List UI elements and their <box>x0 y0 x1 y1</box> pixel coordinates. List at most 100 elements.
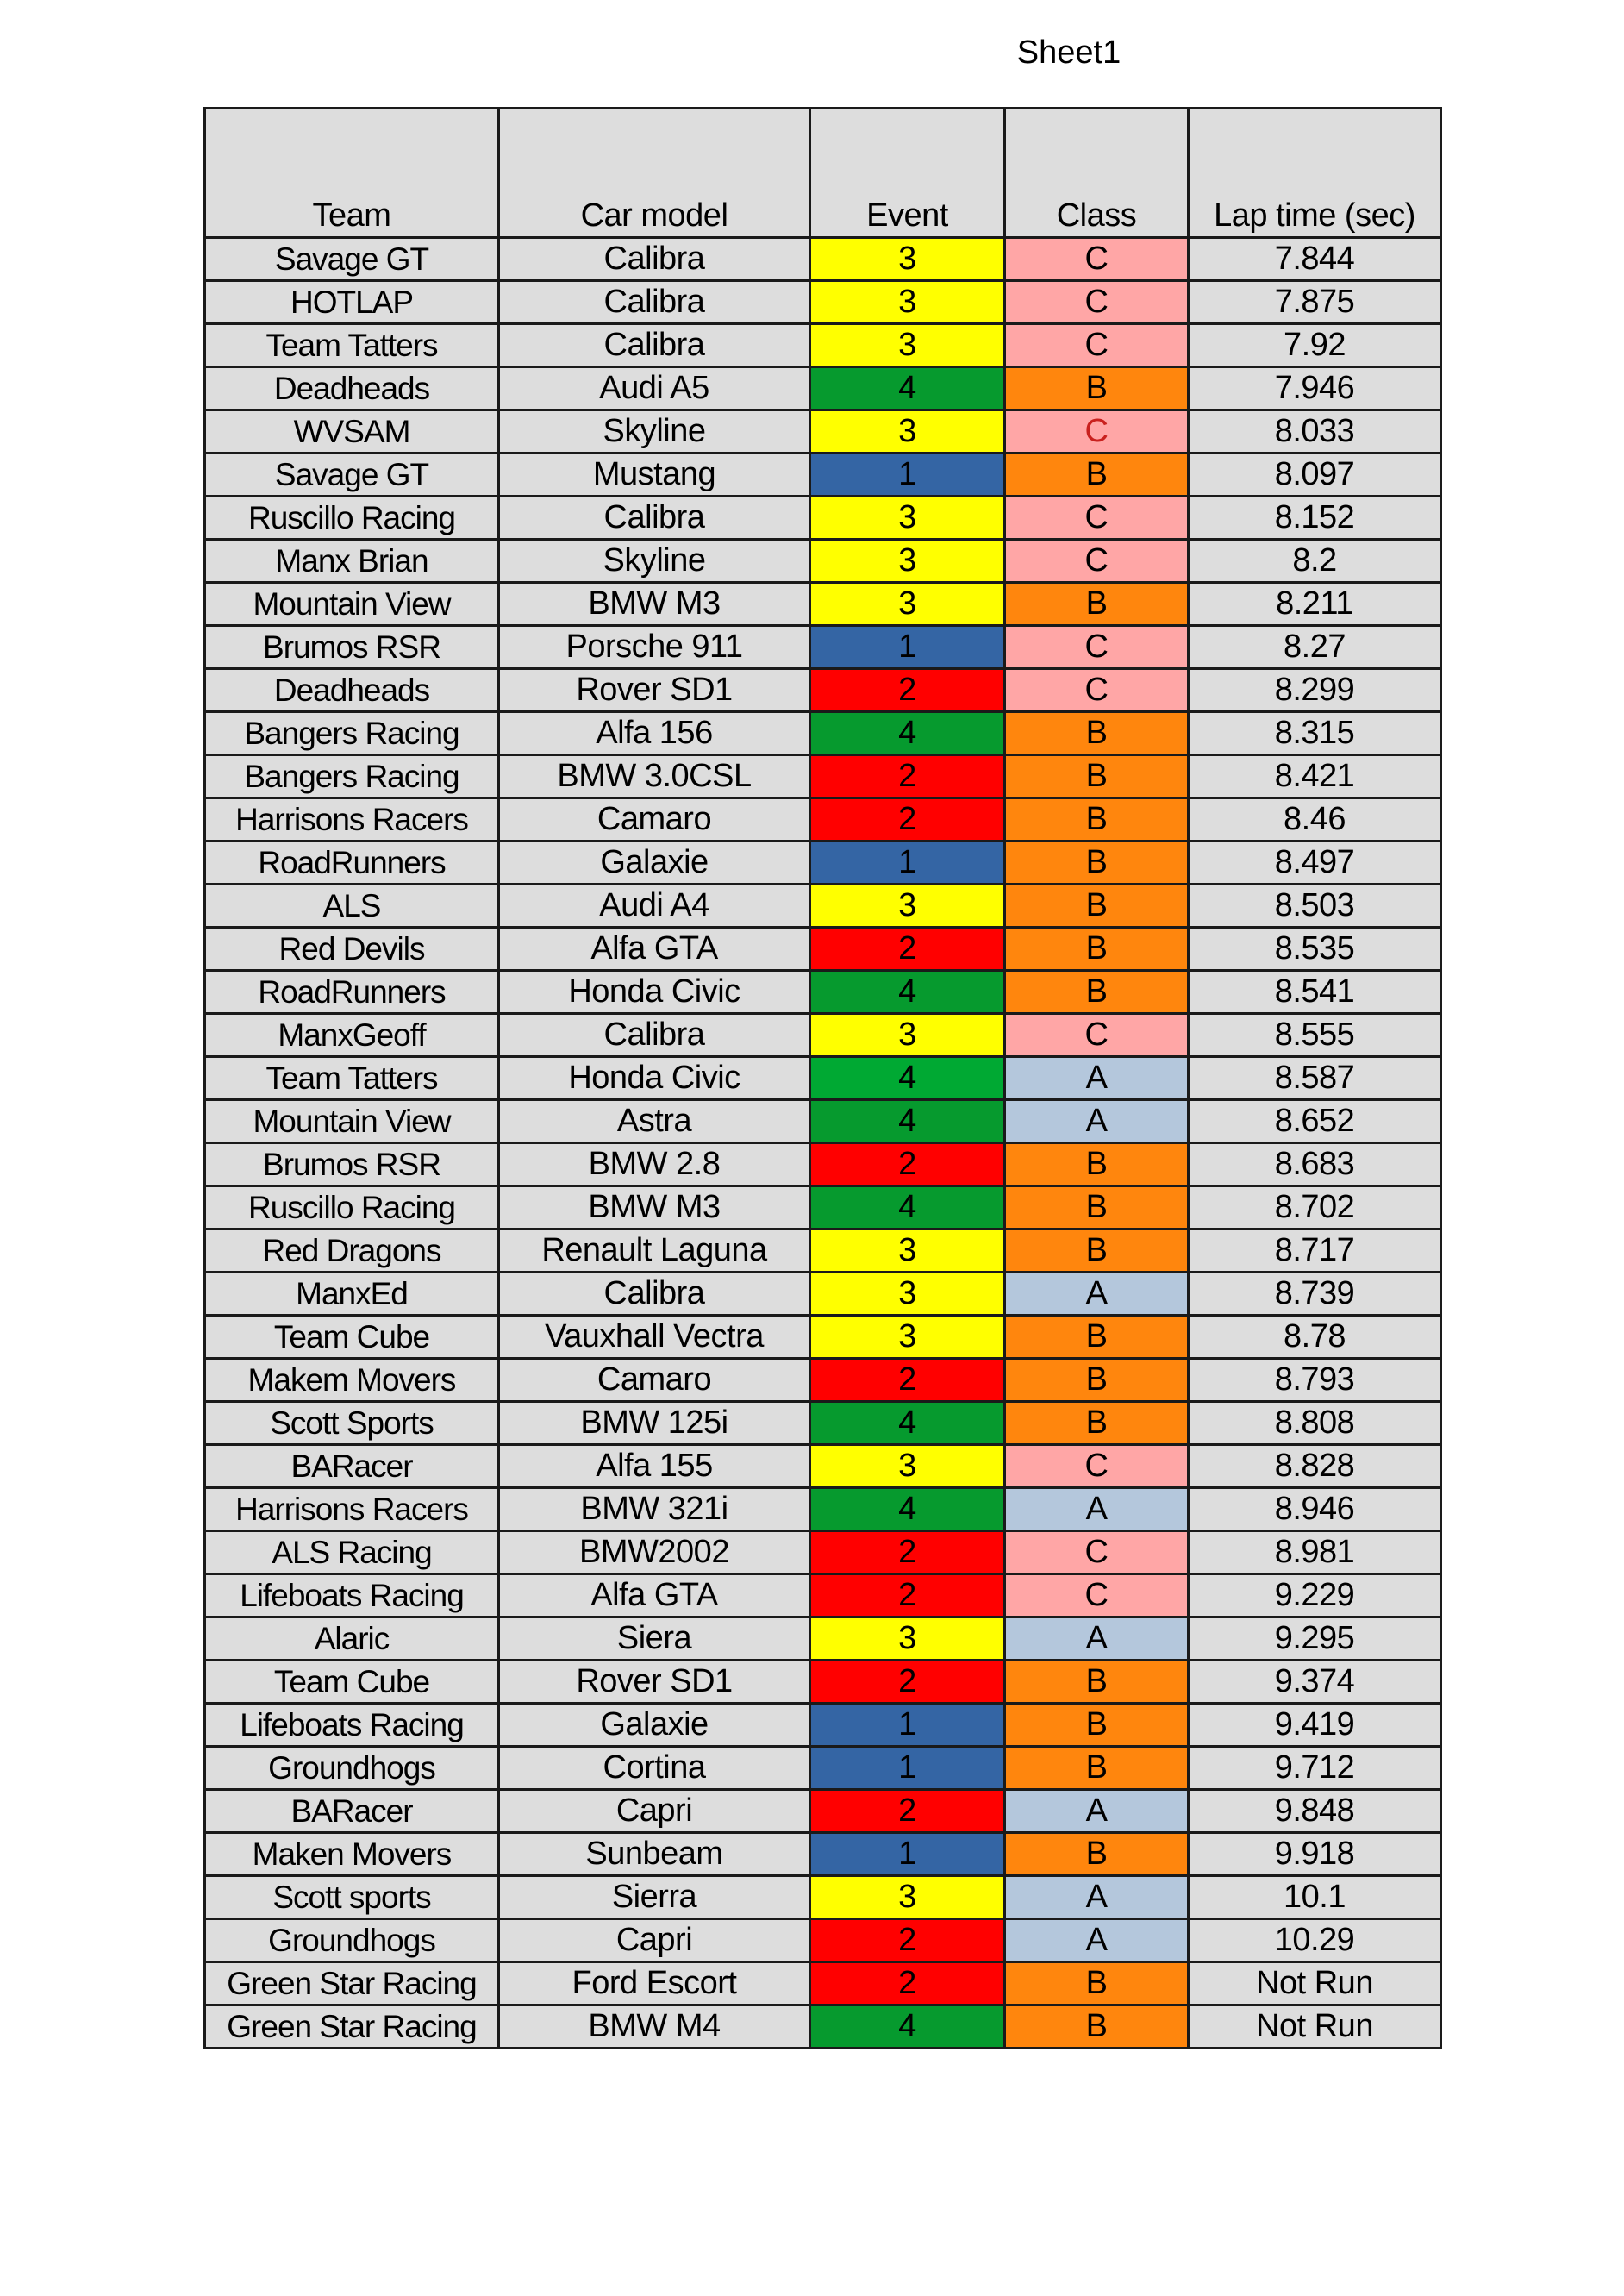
car-model-cell[interactable]: Rover SD1 <box>497 1659 811 1705</box>
car-model-cell[interactable]: Sunbeam <box>497 1831 811 1877</box>
class-cell[interactable]: C <box>1003 279 1190 325</box>
team-cell[interactable]: Bangers Racing <box>203 754 500 799</box>
lap-time-cell[interactable]: 8.299 <box>1187 667 1442 713</box>
lap-time-cell[interactable]: 8.683 <box>1187 1142 1442 1187</box>
team-cell[interactable]: Ruscillo Racing <box>203 495 500 541</box>
class-cell[interactable]: B <box>1003 1142 1190 1187</box>
lap-time-cell[interactable]: 9.712 <box>1187 1745 1442 1791</box>
lap-time-cell[interactable]: 10.1 <box>1187 1874 1442 1920</box>
class-cell[interactable]: B <box>1003 969 1190 1015</box>
team-cell[interactable]: BARacer <box>203 1443 500 1489</box>
car-model-cell[interactable]: Skyline <box>497 409 811 454</box>
car-model-cell[interactable]: BMW M3 <box>497 1185 811 1230</box>
car-model-cell[interactable]: Galaxie <box>497 1702 811 1748</box>
header-class[interactable]: Class <box>1003 107 1190 239</box>
car-model-cell[interactable]: Camaro <box>497 797 811 842</box>
event-cell[interactable]: 3 <box>809 1616 1006 1661</box>
car-model-cell[interactable]: BMW 321i <box>497 1486 811 1532</box>
class-cell[interactable]: C <box>1003 1530 1190 1575</box>
event-cell[interactable]: 2 <box>809 1788 1006 1834</box>
class-cell[interactable]: B <box>1003 710 1190 756</box>
car-model-cell[interactable]: Alfa 155 <box>497 1443 811 1489</box>
lap-time-cell[interactable]: 7.946 <box>1187 366 1442 411</box>
header-event[interactable]: Event <box>809 107 1006 239</box>
event-cell[interactable]: 2 <box>809 1659 1006 1705</box>
lap-time-cell[interactable]: 8.946 <box>1187 1486 1442 1532</box>
team-cell[interactable]: Bangers Racing <box>203 710 500 756</box>
lap-time-cell[interactable]: 8.702 <box>1187 1185 1442 1230</box>
team-cell[interactable]: Team Cube <box>203 1314 500 1360</box>
team-cell[interactable]: Mountain View <box>203 1098 500 1144</box>
team-cell[interactable]: Groundhogs <box>203 1918 500 1963</box>
team-cell[interactable]: Harrisons Racers <box>203 1486 500 1532</box>
lap-time-cell[interactable]: 9.295 <box>1187 1616 1442 1661</box>
class-cell[interactable]: C <box>1003 1443 1190 1489</box>
class-cell[interactable]: A <box>1003 1918 1190 1963</box>
event-cell[interactable]: 2 <box>809 667 1006 713</box>
class-cell[interactable]: A <box>1003 1874 1190 1920</box>
event-cell[interactable]: 3 <box>809 236 1006 282</box>
event-cell[interactable]: 4 <box>809 1400 1006 1446</box>
lap-time-cell[interactable]: 8.739 <box>1187 1271 1442 1317</box>
class-cell[interactable]: B <box>1003 366 1190 411</box>
class-cell[interactable]: A <box>1003 1055 1190 1101</box>
car-model-cell[interactable]: Honda Civic <box>497 1055 811 1101</box>
lap-time-cell[interactable]: 8.808 <box>1187 1400 1442 1446</box>
class-cell[interactable]: C <box>1003 624 1190 670</box>
class-cell[interactable]: B <box>1003 1357 1190 1403</box>
class-cell[interactable]: B <box>1003 1745 1190 1791</box>
car-model-cell[interactable]: BMW M3 <box>497 581 811 627</box>
car-model-cell[interactable]: Calibra <box>497 279 811 325</box>
car-model-cell[interactable]: Ford Escort <box>497 1961 811 2006</box>
car-model-cell[interactable]: Camaro <box>497 1357 811 1403</box>
class-cell[interactable]: B <box>1003 1314 1190 1360</box>
event-cell[interactable]: 4 <box>809 1098 1006 1144</box>
event-cell[interactable]: 1 <box>809 1702 1006 1748</box>
car-model-cell[interactable]: Calibra <box>497 495 811 541</box>
lap-time-cell[interactable]: 9.374 <box>1187 1659 1442 1705</box>
class-cell[interactable]: B <box>1003 1185 1190 1230</box>
team-cell[interactable]: Makem Movers <box>203 1357 500 1403</box>
team-cell[interactable]: Maken Movers <box>203 1831 500 1877</box>
team-cell[interactable]: Mountain View <box>203 581 500 627</box>
event-cell[interactable]: 2 <box>809 1142 1006 1187</box>
lap-time-cell[interactable]: 9.229 <box>1187 1573 1442 1618</box>
team-cell[interactable]: Red Devils <box>203 926 500 972</box>
class-cell[interactable]: C <box>1003 495 1190 541</box>
lap-time-cell[interactable]: 8.587 <box>1187 1055 1442 1101</box>
team-cell[interactable]: Team Tatters <box>203 322 500 368</box>
class-cell[interactable]: B <box>1003 840 1190 885</box>
class-cell[interactable]: A <box>1003 1788 1190 1834</box>
event-cell[interactable]: 3 <box>809 1271 1006 1317</box>
event-cell[interactable]: 3 <box>809 279 1006 325</box>
lap-time-cell[interactable]: 8.503 <box>1187 883 1442 929</box>
car-model-cell[interactable]: Skyline <box>497 538 811 584</box>
event-cell[interactable]: 3 <box>809 1012 1006 1058</box>
lap-time-cell[interactable]: 8.535 <box>1187 926 1442 972</box>
event-cell[interactable]: 3 <box>809 495 1006 541</box>
car-model-cell[interactable]: Alfa 156 <box>497 710 811 756</box>
event-cell[interactable]: 2 <box>809 1918 1006 1963</box>
car-model-cell[interactable]: Honda Civic <box>497 969 811 1015</box>
event-cell[interactable]: 1 <box>809 840 1006 885</box>
class-cell[interactable]: A <box>1003 1486 1190 1532</box>
team-cell[interactable]: Groundhogs <box>203 1745 500 1791</box>
team-cell[interactable]: Deadheads <box>203 366 500 411</box>
car-model-cell[interactable]: Calibra <box>497 1271 811 1317</box>
class-cell[interactable]: B <box>1003 1228 1190 1273</box>
event-cell[interactable]: 4 <box>809 1055 1006 1101</box>
event-cell[interactable]: 1 <box>809 624 1006 670</box>
event-cell[interactable]: 2 <box>809 1961 1006 2006</box>
car-model-cell[interactable]: Alfa GTA <box>497 1573 811 1618</box>
lap-time-cell[interactable]: 8.78 <box>1187 1314 1442 1360</box>
car-model-cell[interactable]: Sierra <box>497 1874 811 1920</box>
team-cell[interactable]: WVSAM <box>203 409 500 454</box>
team-cell[interactable]: ALS <box>203 883 500 929</box>
event-cell[interactable]: 4 <box>809 1185 1006 1230</box>
class-cell[interactable]: B <box>1003 754 1190 799</box>
class-cell[interactable]: A <box>1003 1271 1190 1317</box>
class-cell[interactable]: B <box>1003 926 1190 972</box>
event-cell[interactable]: 2 <box>809 1573 1006 1618</box>
event-cell[interactable]: 4 <box>809 969 1006 1015</box>
lap-time-cell[interactable]: 8.541 <box>1187 969 1442 1015</box>
